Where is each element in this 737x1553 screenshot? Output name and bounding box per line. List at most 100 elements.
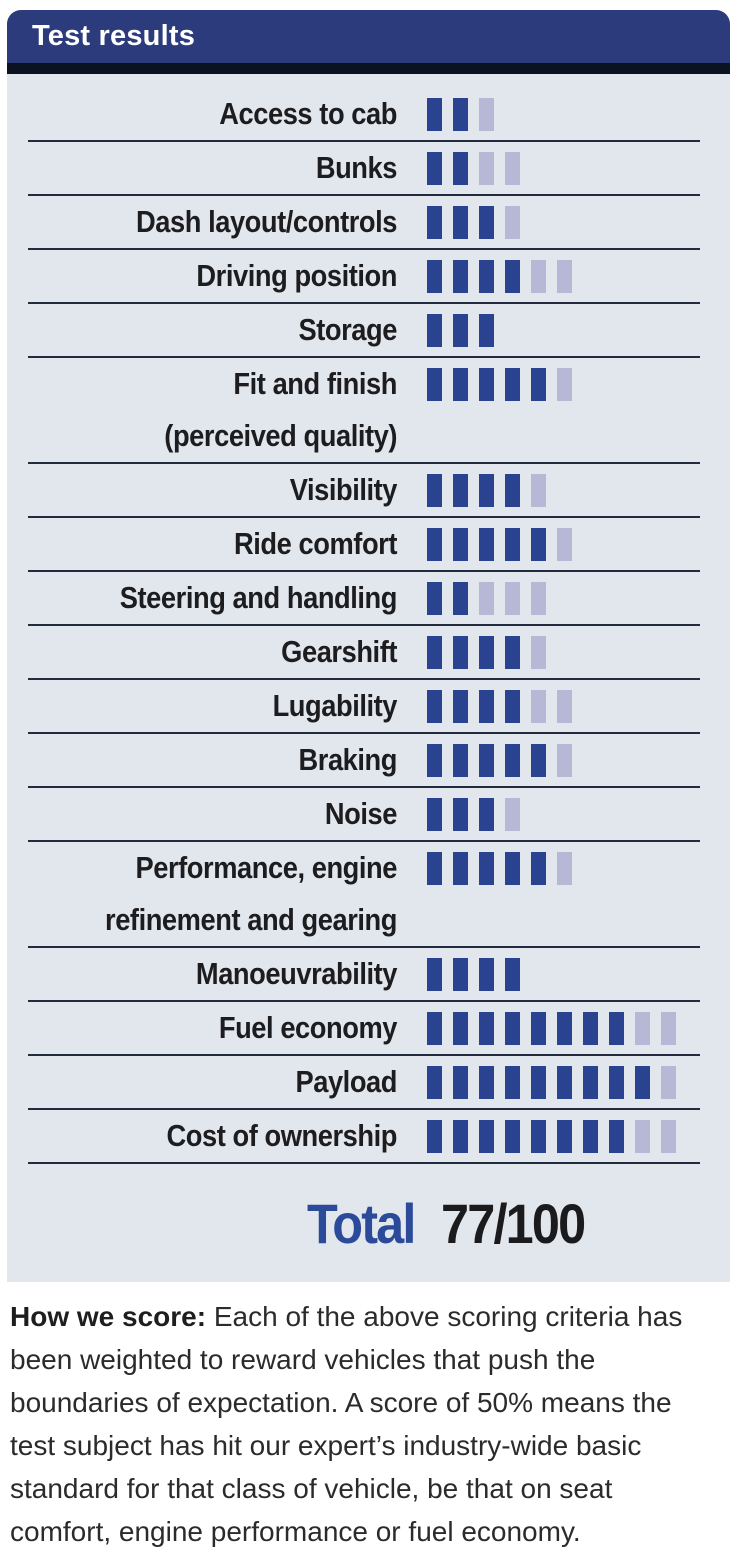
score-block-filled (427, 367, 442, 401)
score-block-filled (583, 1011, 598, 1045)
score-row: Performance, engine refinement and gearin… (28, 842, 700, 948)
score-row-label: Dash layout/controls (135, 204, 397, 239)
score-block-filled (479, 635, 494, 669)
score-block-filled (427, 635, 442, 669)
score-blocks (427, 88, 494, 140)
score-block-filled (453, 851, 468, 885)
score-block-empty (531, 689, 546, 723)
score-block-filled (453, 1011, 468, 1045)
score-block-filled (557, 1119, 572, 1153)
score-row: Braking (28, 734, 700, 788)
score-block-filled (479, 1065, 494, 1099)
score-row-label: Gearshift (281, 634, 397, 669)
score-block-empty (635, 1011, 650, 1045)
score-block-filled (427, 313, 442, 347)
panel-title: Test results (32, 20, 196, 52)
score-block-empty (557, 259, 572, 293)
score-row: Cost of ownership (28, 1110, 700, 1164)
score-block-filled (479, 367, 494, 401)
score-row: Payload (28, 1056, 700, 1110)
score-row-label: Braking (298, 742, 398, 777)
score-row: Manoeuvrability (28, 948, 700, 1002)
score-row: Visibility (28, 464, 700, 518)
how-we-score-body: Each of the above scoring criteria has b… (10, 1301, 683, 1547)
score-block-filled (505, 1119, 520, 1153)
score-blocks (427, 518, 572, 570)
score-row-label: Cost of ownership (166, 1118, 398, 1153)
score-row: Fuel economy (28, 1002, 700, 1056)
score-block-empty (557, 743, 572, 777)
score-block-empty (531, 635, 546, 669)
score-block-empty (505, 205, 520, 239)
score-row-label: Performance, engine refinement and gearin… (72, 842, 397, 946)
score-row-label: Lugability (272, 688, 398, 723)
score-row: Steering and handling (28, 572, 700, 626)
score-block-filled (505, 851, 520, 885)
score-blocks (427, 1110, 676, 1162)
total-score-value: 77/100 (440, 1191, 586, 1255)
score-block-filled (479, 1119, 494, 1153)
test-results-panel: Test results Access to cab Bunks Dash layo… (7, 10, 730, 1282)
score-block-filled (453, 259, 468, 293)
score-block-filled (609, 1119, 624, 1153)
score-row-label: Fit and finish (perceived quality) (72, 358, 397, 462)
score-blocks (427, 196, 520, 248)
header-divider-band (7, 63, 730, 74)
score-block-filled (557, 1065, 572, 1099)
total-label: Total (307, 1191, 416, 1255)
score-block-filled (479, 313, 494, 347)
score-block-filled (479, 957, 494, 991)
score-block-filled (427, 205, 442, 239)
score-blocks (427, 842, 572, 894)
score-block-empty (505, 581, 520, 615)
score-row: Gearshift (28, 626, 700, 680)
score-block-filled (427, 797, 442, 831)
score-block-filled (427, 97, 442, 131)
score-block-filled (453, 957, 468, 991)
score-block-filled (635, 1065, 650, 1099)
score-block-filled (453, 151, 468, 185)
score-row-label: Manoeuvrability (195, 956, 398, 991)
score-blocks (427, 1002, 676, 1054)
score-block-empty (557, 851, 572, 885)
score-block-filled (453, 205, 468, 239)
score-block-filled (505, 1011, 520, 1045)
score-row: Storage (28, 304, 700, 358)
score-block-filled (453, 689, 468, 723)
score-block-empty (531, 473, 546, 507)
panel-header: Test results (7, 10, 730, 63)
score-block-filled (505, 259, 520, 293)
score-block-filled (427, 1011, 442, 1045)
score-block-empty (505, 151, 520, 185)
score-block-empty (557, 527, 572, 561)
score-block-filled (453, 527, 468, 561)
score-block-filled (531, 1119, 546, 1153)
score-block-empty (479, 151, 494, 185)
score-block-filled (479, 259, 494, 293)
score-block-filled (583, 1065, 598, 1099)
score-block-filled (479, 743, 494, 777)
score-blocks (427, 788, 520, 840)
score-blocks (427, 358, 572, 410)
score-row: Dash layout/controls (28, 196, 700, 250)
score-block-filled (453, 97, 468, 131)
score-block-empty (557, 689, 572, 723)
score-block-filled (583, 1119, 598, 1153)
score-blocks (427, 464, 546, 516)
score-row-label: Storage (298, 312, 398, 347)
score-block-empty (479, 581, 494, 615)
score-block-filled (505, 635, 520, 669)
score-block-empty (661, 1119, 676, 1153)
score-block-filled (531, 743, 546, 777)
score-block-filled (453, 635, 468, 669)
score-block-filled (505, 473, 520, 507)
score-block-filled (427, 689, 442, 723)
score-row: Ride comfort (28, 518, 700, 572)
how-we-score-note: How we score: Each of the above scoring … (10, 1295, 716, 1553)
score-row-label: Fuel economy (218, 1010, 398, 1045)
score-block-filled (479, 205, 494, 239)
score-row-label: Access to cab (219, 96, 397, 131)
score-row: Fit and finish (perceived quality) (28, 358, 700, 464)
score-block-filled (453, 797, 468, 831)
score-block-filled (531, 1011, 546, 1045)
